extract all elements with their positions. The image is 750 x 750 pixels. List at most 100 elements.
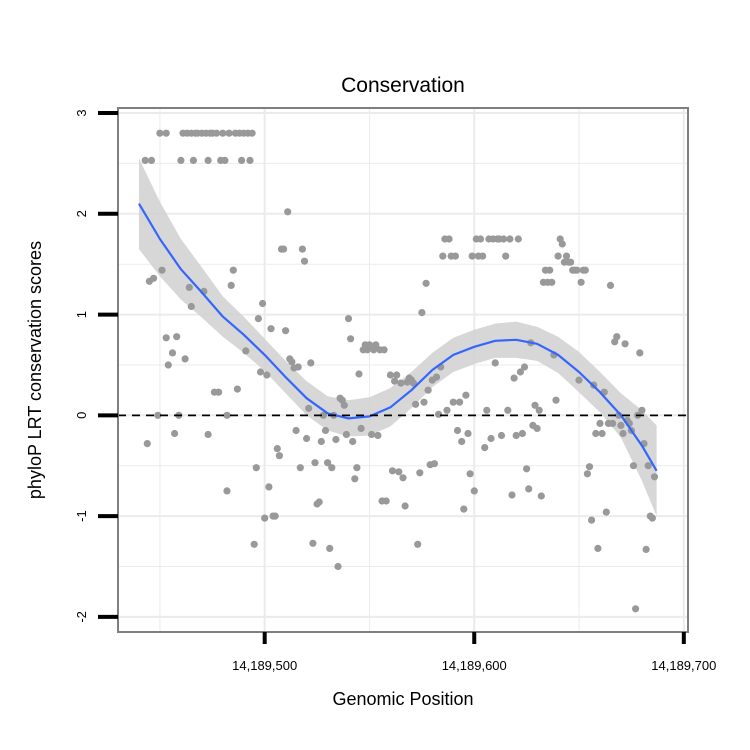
smooth-layer — [138, 203, 658, 472]
data-point — [642, 545, 650, 554]
data-point — [644, 462, 652, 470]
data-point — [347, 335, 355, 343]
data-point — [464, 429, 472, 438]
data-point — [583, 470, 592, 478]
data-point — [443, 406, 451, 414]
data-point — [414, 540, 422, 548]
data-point — [548, 278, 556, 286]
data-point — [439, 252, 447, 260]
data-point — [602, 508, 610, 516]
data-point — [177, 156, 185, 164]
data-point — [510, 374, 518, 382]
data-point — [300, 257, 309, 265]
data-point — [246, 156, 254, 164]
data-point — [508, 491, 516, 499]
data-point — [397, 379, 405, 387]
data-point — [388, 467, 397, 475]
data-point — [558, 240, 566, 248]
data-point — [449, 398, 457, 406]
data-point — [573, 266, 581, 274]
data-point — [537, 492, 545, 500]
data-point — [416, 469, 424, 477]
data-point — [554, 252, 562, 260]
data-point — [619, 429, 627, 438]
data-point — [456, 398, 464, 406]
data-point — [171, 429, 179, 438]
data-point — [432, 373, 441, 381]
data-point — [229, 266, 237, 274]
data-point — [424, 386, 432, 394]
data-point — [523, 465, 531, 473]
y-tick-label: 3 — [74, 109, 89, 116]
data-point — [252, 464, 260, 472]
data-point — [275, 452, 283, 460]
data-point — [162, 334, 170, 342]
data-point — [162, 129, 170, 137]
data-point — [585, 463, 594, 471]
data-point — [215, 388, 223, 396]
data-point — [617, 421, 625, 429]
data-point — [520, 363, 529, 371]
data-point — [355, 370, 363, 378]
data-point — [502, 252, 510, 260]
data-point — [479, 252, 487, 260]
data-point — [650, 473, 659, 481]
data-point — [401, 502, 409, 510]
chart-title: Conservation — [341, 74, 465, 97]
data-point — [596, 419, 604, 427]
data-point — [261, 514, 269, 522]
data-point — [227, 281, 235, 289]
data-point — [265, 483, 273, 491]
data-point — [223, 411, 231, 419]
data-point — [173, 333, 181, 341]
data-point — [531, 401, 539, 409]
data-point — [305, 404, 313, 412]
data-point — [395, 468, 403, 476]
data-point — [156, 129, 164, 137]
data-point — [606, 281, 615, 289]
data-point — [143, 440, 151, 448]
data-point — [393, 371, 401, 379]
data-point — [303, 434, 311, 443]
data-point — [422, 279, 430, 287]
x-tick-label: 14,189,500 — [232, 658, 297, 673]
confidence-band-layer — [139, 158, 657, 517]
data-point — [491, 359, 499, 367]
data-point — [168, 349, 177, 357]
data-point — [204, 430, 212, 439]
data-point — [483, 406, 491, 414]
data-point — [212, 129, 221, 137]
data-point — [386, 371, 394, 379]
x-tick-label: 14,189,600 — [442, 658, 507, 673]
data-point — [504, 406, 512, 414]
data-point — [263, 371, 271, 379]
data-point — [292, 426, 300, 435]
data-point — [296, 464, 304, 472]
data-point — [185, 283, 193, 291]
data-point — [466, 470, 474, 478]
data-point — [189, 156, 197, 164]
data-point — [460, 505, 468, 513]
data-point — [546, 266, 554, 274]
data-point — [525, 485, 533, 493]
y-tick-label: -1 — [74, 510, 89, 522]
data-point — [340, 401, 348, 409]
data-point — [535, 406, 543, 414]
data-point — [284, 208, 292, 216]
data-point — [365, 341, 374, 349]
data-point — [221, 156, 229, 164]
x-axis-label: Genomic Position — [332, 689, 473, 709]
data-point — [294, 363, 302, 371]
data-point — [609, 419, 617, 427]
data-point — [391, 377, 399, 385]
data-point — [280, 245, 288, 253]
data-point — [315, 498, 323, 506]
data-point — [374, 431, 382, 440]
plot-frame — [117, 107, 689, 633]
data-point — [254, 315, 262, 323]
data-point — [382, 497, 390, 505]
data-point — [451, 252, 459, 260]
data-point — [412, 400, 420, 408]
